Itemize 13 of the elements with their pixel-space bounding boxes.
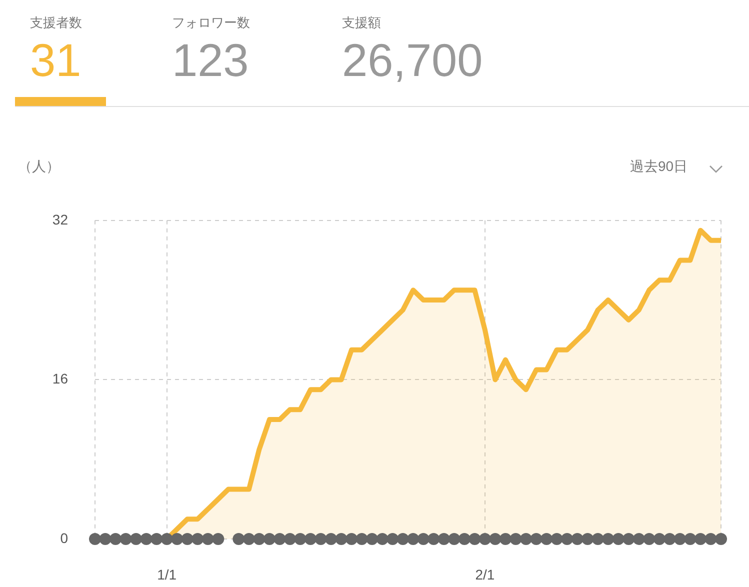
text: 123	[172, 34, 250, 86]
y-tick-label: 0	[60, 530, 68, 546]
x-tick-label: 1/1	[157, 566, 177, 582]
text: 31	[30, 34, 82, 86]
text: 支援者数	[30, 14, 82, 32]
text: フォロワー数	[172, 14, 250, 32]
text: 支援額	[342, 14, 382, 32]
text: 過去90日	[630, 158, 688, 176]
x-tick-label: 2/1	[475, 566, 495, 582]
y-tick-label: 16	[52, 370, 68, 387]
y-tick-label: 32	[52, 211, 68, 228]
y-axis-title: （人）	[18, 158, 60, 176]
text: 26,700	[342, 34, 483, 86]
